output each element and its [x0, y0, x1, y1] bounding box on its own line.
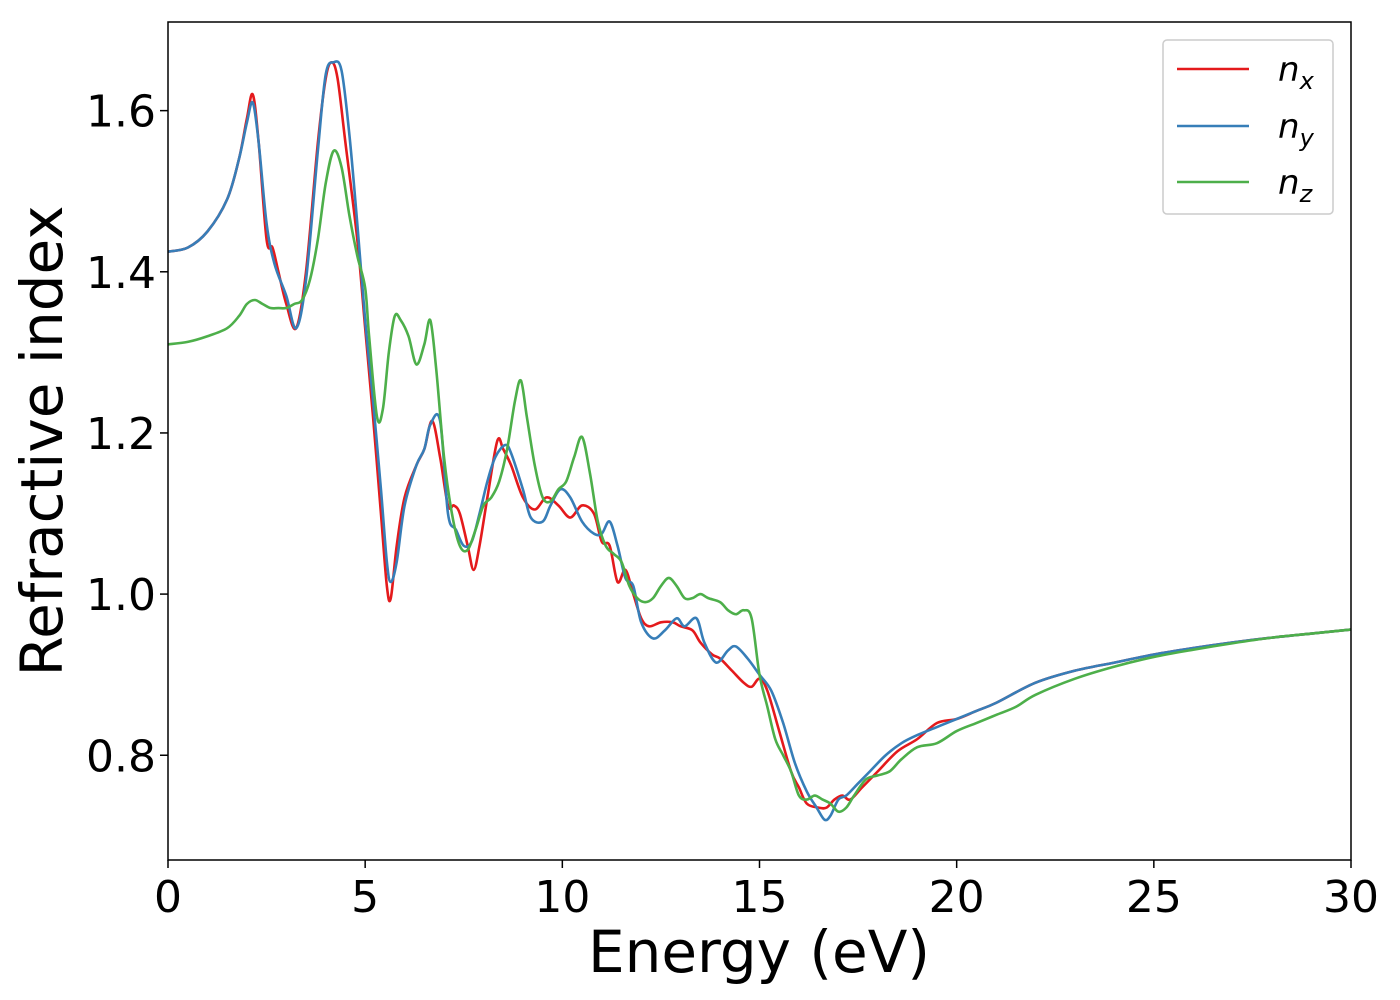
- legend-label-x: nx: [1278, 50, 1315, 95]
- x-axis-title: Energy (eV): [588, 918, 930, 986]
- legend: nx ny nz: [1162, 39, 1334, 215]
- y-tick-label: 1.0: [86, 570, 156, 621]
- x-tick-label: 20: [929, 872, 985, 923]
- y-axis-title: Refractive index: [8, 205, 76, 676]
- x-tick-label: 5: [351, 872, 379, 923]
- x-tick-label: 0: [154, 872, 182, 923]
- y-tick-label: 1.2: [86, 409, 156, 460]
- x-axis: 0 5 10 15 20 25 30: [154, 860, 1379, 923]
- legend-label-y: ny: [1278, 107, 1315, 152]
- y-axis: 0.8 1.0 1.2 1.4 1.6: [86, 87, 168, 782]
- x-tick-label: 25: [1126, 872, 1182, 923]
- y-tick-label: 1.6: [86, 87, 156, 138]
- series-layer: [168, 60, 1351, 822]
- series-line-y: [168, 60, 1351, 822]
- legend-label-z: nz: [1278, 163, 1314, 208]
- y-tick-label: 1.4: [86, 248, 156, 299]
- series-line-z: [168, 149, 1351, 814]
- x-tick-label: 15: [732, 872, 788, 923]
- x-tick-label: 10: [534, 872, 590, 923]
- y-tick-label: 0.8: [86, 731, 156, 782]
- x-tick-label: 30: [1323, 872, 1379, 923]
